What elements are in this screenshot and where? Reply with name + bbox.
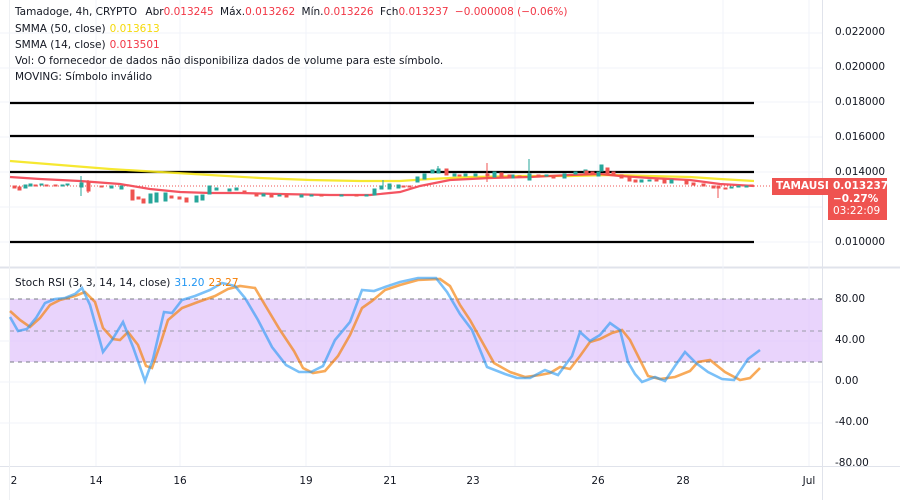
- time-label: 14: [89, 475, 103, 487]
- close-value: 0.013237: [398, 6, 449, 18]
- stoch-tick: 80.00: [835, 293, 866, 305]
- stoch-tick: 0.00: [835, 375, 859, 387]
- smma-14-value: 0.013501: [109, 39, 160, 51]
- price-tick: 0.014000: [835, 166, 886, 178]
- price-tick: 0.016000: [835, 131, 886, 143]
- price-tick: 0.020000: [835, 61, 886, 73]
- low-value: 0.013226: [323, 6, 374, 18]
- high-label: Máx.: [220, 6, 246, 18]
- smma-50-label: SMMA (50, close): [15, 23, 106, 35]
- price-tick: 0.022000: [835, 26, 886, 38]
- time-label: 26: [591, 475, 605, 487]
- symbol-price-tag: TAMAUSD: [772, 178, 838, 195]
- close-label: Fch: [379, 6, 399, 18]
- last-price-badge: 0.013237 −0.27% 03:22:09: [828, 178, 889, 220]
- stoch-d-value: 23.27: [208, 277, 239, 289]
- volume-legend[interactable]: Vol: O fornecedor de dados não disponibi…: [15, 54, 443, 68]
- open-value: 0.013245: [163, 6, 214, 18]
- stoch-k-value: 31.20: [174, 277, 205, 289]
- time-label: 21: [383, 475, 397, 487]
- symbol-title[interactable]: Tamadoge, 4h, CRYPTO: [15, 6, 138, 18]
- smma-50-legend[interactable]: SMMA (50, close) 0.013613: [15, 22, 160, 36]
- candles: [12, 159, 754, 204]
- volume-message: Vol: O fornecedor de dados não disponibi…: [15, 55, 444, 67]
- stoch-tick: 40.00: [835, 334, 866, 346]
- time-label: 23: [466, 475, 480, 487]
- moving-legend[interactable]: MOVING: Símbolo inválido: [15, 70, 152, 84]
- stoch-tick: -80.00: [835, 457, 869, 466]
- smma-50-value: 0.013613: [109, 23, 160, 35]
- horizontal-levels: [10, 101, 754, 244]
- smma-14-label: SMMA (14, close): [15, 39, 106, 51]
- price-tick: 0.018000: [835, 96, 886, 108]
- stoch-tick: -40.00: [835, 416, 869, 428]
- price-tick: 0.010000: [835, 236, 886, 248]
- smma-14-legend[interactable]: SMMA (14, close) 0.013501: [15, 38, 160, 52]
- time-label: 16: [173, 475, 187, 487]
- vertical-gridlines: [95, 0, 810, 466]
- bar-countdown: 03:22:09: [833, 205, 881, 217]
- stoch-rsi-legend[interactable]: Stoch RSI (3, 3, 14, 14, close) 31.20 23.2…: [15, 276, 239, 290]
- time-label: 19: [299, 475, 313, 487]
- high-value: 0.013262: [245, 6, 296, 18]
- open-label: Abr: [145, 6, 164, 18]
- symbol-legend: Tamadoge, 4h, CRYPTO Abr0.013245 Máx.0.0…: [15, 5, 567, 19]
- stoch-d-line: [9, 277, 761, 382]
- time-label: 2: [10, 475, 18, 487]
- time-label: Jul: [802, 475, 816, 487]
- stoch-band: [10, 299, 822, 362]
- time-label: 28: [676, 475, 690, 487]
- last-change-pct: −0.27%: [833, 192, 879, 205]
- stoch-rsi-label: Stoch RSI (3, 3, 14, 14, close): [15, 277, 171, 289]
- change-value: −0.000008 (−0.06%): [454, 6, 568, 18]
- last-price: 0.013237: [833, 180, 889, 192]
- stoch-k-line: [8, 276, 761, 385]
- low-label: Mín.: [301, 6, 324, 18]
- smma-50-line: [9, 159, 755, 183]
- moving-message: MOVING: Símbolo inválido: [15, 71, 153, 83]
